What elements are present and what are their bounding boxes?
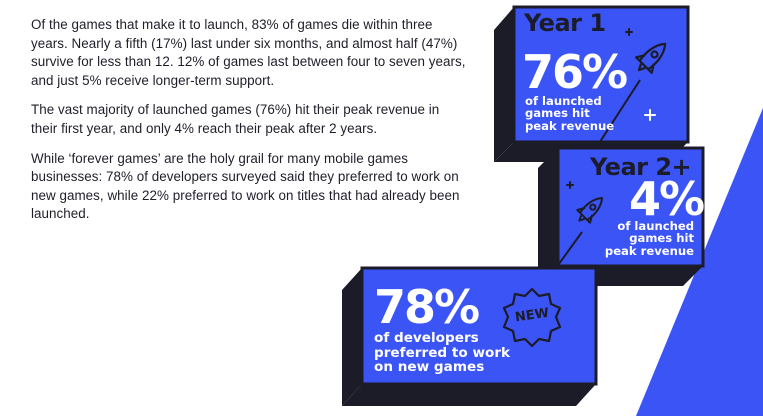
dev-description: of developers preferred to work on new g…: [374, 331, 510, 375]
plus-sparkle-icon-2: [644, 109, 656, 121]
trajectory-line-1: [595, 79, 641, 149]
trajectory-line-2: [555, 231, 583, 269]
new-badge-icon: [502, 287, 562, 348]
paragraph-1: Of the games that make it to launch, 83%…: [31, 17, 466, 88]
year2-desc-line: of launched: [617, 219, 694, 233]
dev-desc-line: on new games: [374, 359, 485, 375]
year1-value: 76%: [522, 45, 628, 99]
dev-desc-line: of developers: [374, 330, 479, 346]
year2-value: 4%: [629, 172, 705, 226]
year1-desc-line: peak revenue: [525, 118, 615, 133]
plus-sparkle-icon: [566, 28, 633, 189]
card-year1-graphic: [494, 5, 690, 162]
year2-description: of launched games hit peak revenue: [603, 219, 694, 258]
year1-description: of launched games hit peak revenue: [525, 94, 615, 133]
body-text: Of the games that make it to launch, 83%…: [31, 16, 469, 235]
card-year2-graphic: [538, 146, 705, 286]
paragraph-3: While ‘forever games’ are the holy grail…: [31, 150, 460, 222]
dev-value: 78%: [374, 280, 480, 334]
rocket-icon-2: [576, 196, 604, 224]
year1-desc-line: of launched: [525, 94, 602, 108]
rocket-icon: [635, 42, 667, 74]
dev-desc-line: preferred to work: [374, 344, 511, 361]
year1-desc-line: games hit: [525, 106, 590, 121]
year1-label: Year 1: [524, 9, 606, 37]
year2-desc-line: games hit: [629, 231, 694, 246]
year2-label: Year 2+: [590, 153, 692, 181]
paragraph-2: The vast majority of launched games (76%…: [31, 102, 440, 136]
year2-desc-line: peak revenue: [604, 243, 694, 258]
